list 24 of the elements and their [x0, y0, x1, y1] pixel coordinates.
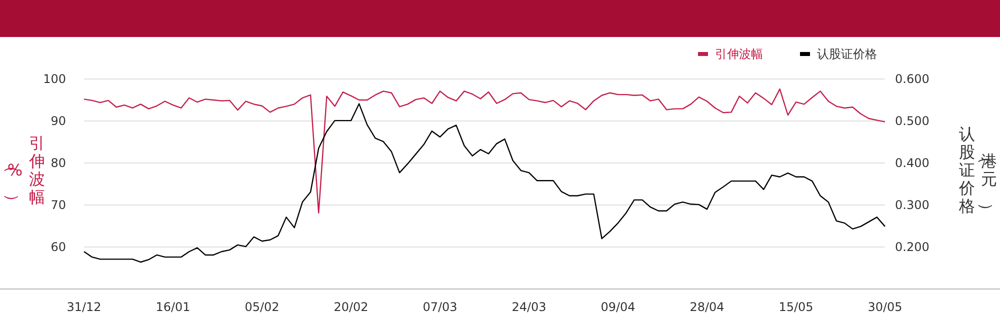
y-tick-label: 80	[50, 156, 66, 170]
x-tick-label: 20/02	[334, 300, 368, 314]
x-tick-label: 30/05	[868, 300, 902, 314]
y-tick-label: 100	[43, 72, 66, 86]
y-tick-label: 60	[50, 240, 66, 254]
x-tick-label: 09/04	[600, 300, 636, 314]
x-tick-label: 05/02	[244, 300, 280, 314]
y-tick-label: 90	[50, 114, 66, 128]
legend-label: 认股证价格	[817, 47, 877, 61]
y2-tick-label: 0.600	[895, 72, 930, 86]
x-tick-label: 07/03	[422, 300, 458, 314]
x-tick-label: 24/03	[512, 300, 546, 314]
y2-tick-label: 0.500	[895, 114, 930, 128]
y-tick-label: 70	[50, 198, 66, 212]
line-series	[83, 103, 886, 263]
x-tick-label: 31/12	[66, 300, 102, 314]
y2-tick-label: 0.300	[895, 198, 930, 212]
x-tick-label: 28/04	[690, 300, 724, 314]
y2-tick-label: 0.200	[895, 240, 930, 254]
line-series	[83, 88, 886, 214]
y2-tick-label: 0.400	[895, 156, 930, 170]
x-tick-label: 15/05	[778, 300, 814, 314]
legend-label: 引伸波幅	[715, 47, 763, 61]
x-tick-label: 16/01	[156, 300, 190, 314]
